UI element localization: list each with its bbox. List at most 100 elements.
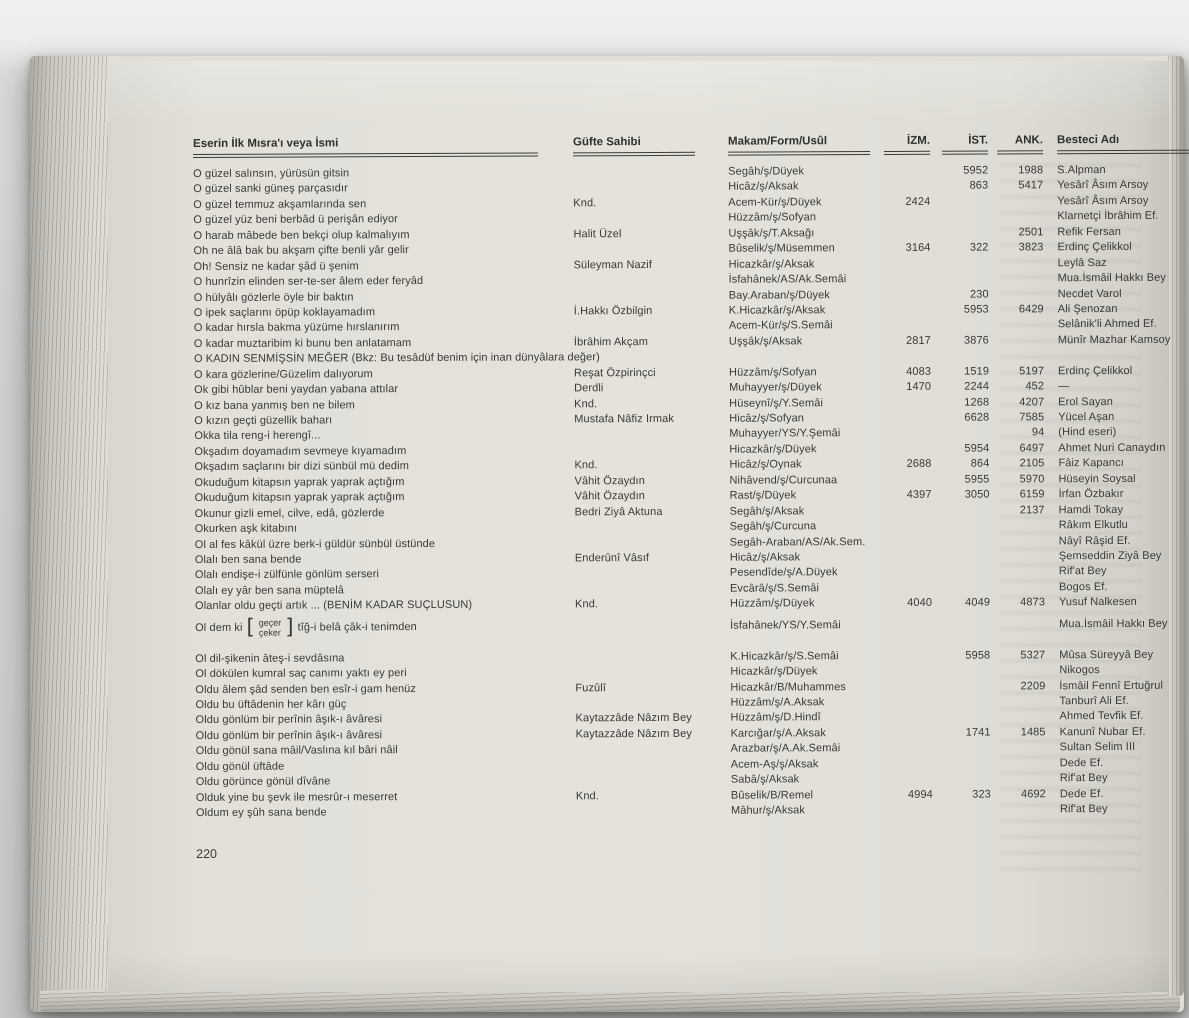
cell-lyricist bbox=[575, 626, 730, 627]
cell-makam: Pesendîde/ş/A.Düyek bbox=[729, 566, 838, 580]
cell-title: O hunrîzin elinden ser-te-ser âlem eder … bbox=[193, 275, 424, 289]
cell-izm bbox=[878, 179, 930, 195]
cell-izm: 4397 bbox=[906, 488, 932, 502]
cell-title: O kız bana yanmış ben ne bilem bbox=[194, 398, 355, 412]
cell-ist: 230 bbox=[970, 288, 989, 301]
cell-ank: 7585 bbox=[1019, 411, 1045, 424]
cell-ist: 6628 bbox=[964, 411, 990, 424]
cell-lyricist: Vâhit Özaydın bbox=[574, 490, 646, 503]
cell-makam: Segâh/ş/Aksak bbox=[729, 504, 805, 518]
cell-title: O kara gözlerine/Güzelim dalıyorum bbox=[194, 367, 373, 381]
title-prefix: Ol dem ki bbox=[195, 621, 243, 634]
cell-izm bbox=[881, 772, 933, 788]
cell-ist: 864 bbox=[970, 457, 990, 470]
cell-title: Oh! Sensiz ne kadar şâd ü şenim bbox=[193, 259, 359, 273]
cell-ist: 323 bbox=[972, 788, 991, 801]
cell-lyricist bbox=[575, 581, 730, 597]
cell-ank bbox=[991, 710, 1046, 726]
cell-ist bbox=[931, 318, 989, 334]
col-header-composer-label: Besteci Adı bbox=[1056, 132, 1189, 155]
cell-izm bbox=[878, 164, 930, 180]
cell-izm: 2688 bbox=[906, 458, 932, 471]
cell-ist bbox=[932, 565, 990, 581]
cell-ank: 4692 bbox=[1020, 787, 1046, 801]
cell-lyricist bbox=[574, 273, 729, 289]
col-header-lyricist-label: Güfte Sahibi bbox=[572, 134, 696, 157]
cell-izm bbox=[881, 726, 933, 742]
cell-ank: 1485 bbox=[1020, 726, 1046, 739]
cell-ank bbox=[991, 771, 1046, 787]
cell-title: O kızın geçti güzellik baharı bbox=[194, 414, 333, 427]
cell-ank: 5327 bbox=[1020, 648, 1046, 662]
cell-composer: Ahmet Nuri Canaydın bbox=[1058, 441, 1166, 455]
cell-izm bbox=[880, 648, 932, 664]
cell-makam: Bûselik/B/Remel bbox=[730, 788, 814, 802]
cell-composer: İrfan Özbakır bbox=[1058, 488, 1124, 501]
cell-izm: 2817 bbox=[905, 334, 931, 347]
cell-ank: 452 bbox=[1025, 380, 1045, 393]
cell-ist: 1741 bbox=[965, 726, 991, 739]
cell-ist: 3050 bbox=[964, 488, 990, 501]
cell-ist: 5952 bbox=[963, 164, 989, 177]
cell-lyricist: Knd. bbox=[574, 397, 598, 410]
cell-makam: Hicâz/ş/Aksak bbox=[729, 551, 801, 564]
cell-composer: Ali Şenozan bbox=[1057, 302, 1118, 316]
cell-lyricist bbox=[573, 242, 728, 258]
cell-makam: Segâh/ş/Curcuna bbox=[729, 520, 817, 533]
cell-ist bbox=[932, 519, 990, 535]
cell-title: Ol dil-şikenin âteş-i sevdâsına bbox=[195, 652, 345, 665]
cell-ank bbox=[990, 580, 1045, 596]
cell-makam: Hicâz/ş/Sofyan bbox=[729, 412, 805, 425]
cell-title: O hülyâlı gözlerle öyle bir baktın bbox=[193, 290, 354, 304]
cell-composer: Leylâ Saz bbox=[1057, 256, 1107, 269]
cell-ank: 3823 bbox=[1018, 241, 1044, 254]
cell-title: Olalı endişe-i zülfünle gönlüm serseri bbox=[194, 568, 380, 582]
cell-izm bbox=[879, 287, 931, 303]
book: Eserin İlk Mısra'ı veya İsmi Güfte Sahib… bbox=[30, 56, 1189, 1012]
cell-makam: Hicazkâr/B/Muhammes bbox=[730, 680, 847, 694]
cell-ank: 5197 bbox=[1019, 364, 1045, 378]
cell-title: Oldu âlem şâd senden ben esîr-i gam henü… bbox=[195, 682, 416, 696]
cell-lyricist: Knd. bbox=[575, 789, 599, 802]
cell-ist bbox=[930, 194, 988, 210]
cell-lyricist bbox=[573, 211, 728, 227]
cell-ank: 2501 bbox=[1018, 226, 1044, 239]
cell-ank bbox=[991, 756, 1046, 772]
cell-izm bbox=[879, 442, 931, 458]
cell-makam: Hüzzâm/ş/D.Hindî bbox=[730, 711, 821, 725]
cell-composer: Yesârî Âsım Arsoy bbox=[1057, 179, 1149, 192]
cell-makam: Nihâvend/ş/Curcunaa bbox=[729, 473, 838, 487]
cell-title: O harab mâbede ben bekçi olup kalmalıyım bbox=[193, 228, 410, 242]
cell-lyricist: Mustafa Nâfiz Irmak bbox=[574, 412, 674, 426]
cell-izm bbox=[880, 679, 932, 695]
cell-title: Olalı ben sana bende bbox=[194, 553, 302, 566]
cell-title: Oldu gönül sana mâil/Vaslına kıl bâri nâ… bbox=[195, 744, 398, 758]
cell-ist: 863 bbox=[969, 179, 989, 193]
cell-ist: 5955 bbox=[964, 473, 990, 486]
cell-ist bbox=[933, 772, 991, 788]
col-header-lyricist: Güfte Sahibi bbox=[572, 134, 728, 157]
cell-composer: Rif'at Bey bbox=[1059, 803, 1108, 816]
col-header-makam: Makam/Form/Usûl bbox=[727, 134, 878, 156]
page-stack-edge-left bbox=[30, 56, 110, 1012]
cell-title: Okunur gizli emel, cilve, edâ, gözlerde bbox=[194, 506, 385, 520]
cell-title: O kadar hırsla bakma yüzüme hırslanırım bbox=[193, 321, 400, 335]
cell-ank bbox=[990, 549, 1045, 565]
cell-ist: 1519 bbox=[964, 365, 990, 378]
cell-composer: İsmâil Fennî Ertuğrul bbox=[1059, 679, 1164, 692]
cell-ist bbox=[931, 272, 989, 288]
cell-ank bbox=[990, 694, 1045, 710]
cell-makam: Karcığar/ş/A.Aksak bbox=[730, 727, 826, 740]
cell-title: Oh ne âlâ bak bu akşam çifte benli yâr g… bbox=[193, 244, 409, 258]
cell-composer: Ahmed Tevfik Ef. bbox=[1059, 710, 1144, 723]
col-header-makam-label: Makam/Form/Usûl bbox=[727, 134, 871, 156]
cell-title: O güzel salınsın, yürüsün gitsin bbox=[193, 167, 350, 180]
cell-lyricist: Vâhit Özaydın bbox=[574, 474, 645, 488]
cell-composer: Refik Fersan bbox=[1057, 225, 1122, 238]
cell-lyricist: İbrâhim Akçam bbox=[573, 335, 648, 349]
cell-ank bbox=[989, 271, 1044, 287]
cell-composer: Fâiz Kapancı bbox=[1058, 457, 1124, 470]
cell-ist: 4049 bbox=[965, 596, 991, 609]
cell-makam: Mâhur/ş/Aksak bbox=[730, 804, 806, 817]
cell-lyricist: Knd. bbox=[574, 459, 598, 472]
